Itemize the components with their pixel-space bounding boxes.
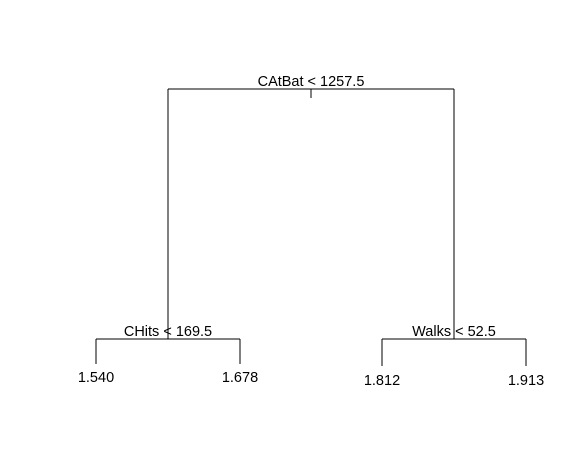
leaf-label-3: 1.812 bbox=[364, 373, 400, 389]
root-node: CAtBat < 1257.5 bbox=[167, 74, 455, 339]
right-node: Walks < 52.5 1.812 1.913 bbox=[364, 324, 544, 389]
left-node: CHits < 169.5 1.540 1.678 bbox=[78, 324, 258, 386]
left-split-label: CHits < 169.5 bbox=[124, 324, 212, 340]
leaf-label-4: 1.913 bbox=[508, 373, 544, 389]
leaf-label-2: 1.678 bbox=[222, 370, 258, 386]
right-split-label: Walks < 52.5 bbox=[412, 324, 496, 340]
root-split-label: CAtBat < 1257.5 bbox=[258, 74, 365, 90]
leaf-label-1: 1.540 bbox=[78, 370, 114, 386]
